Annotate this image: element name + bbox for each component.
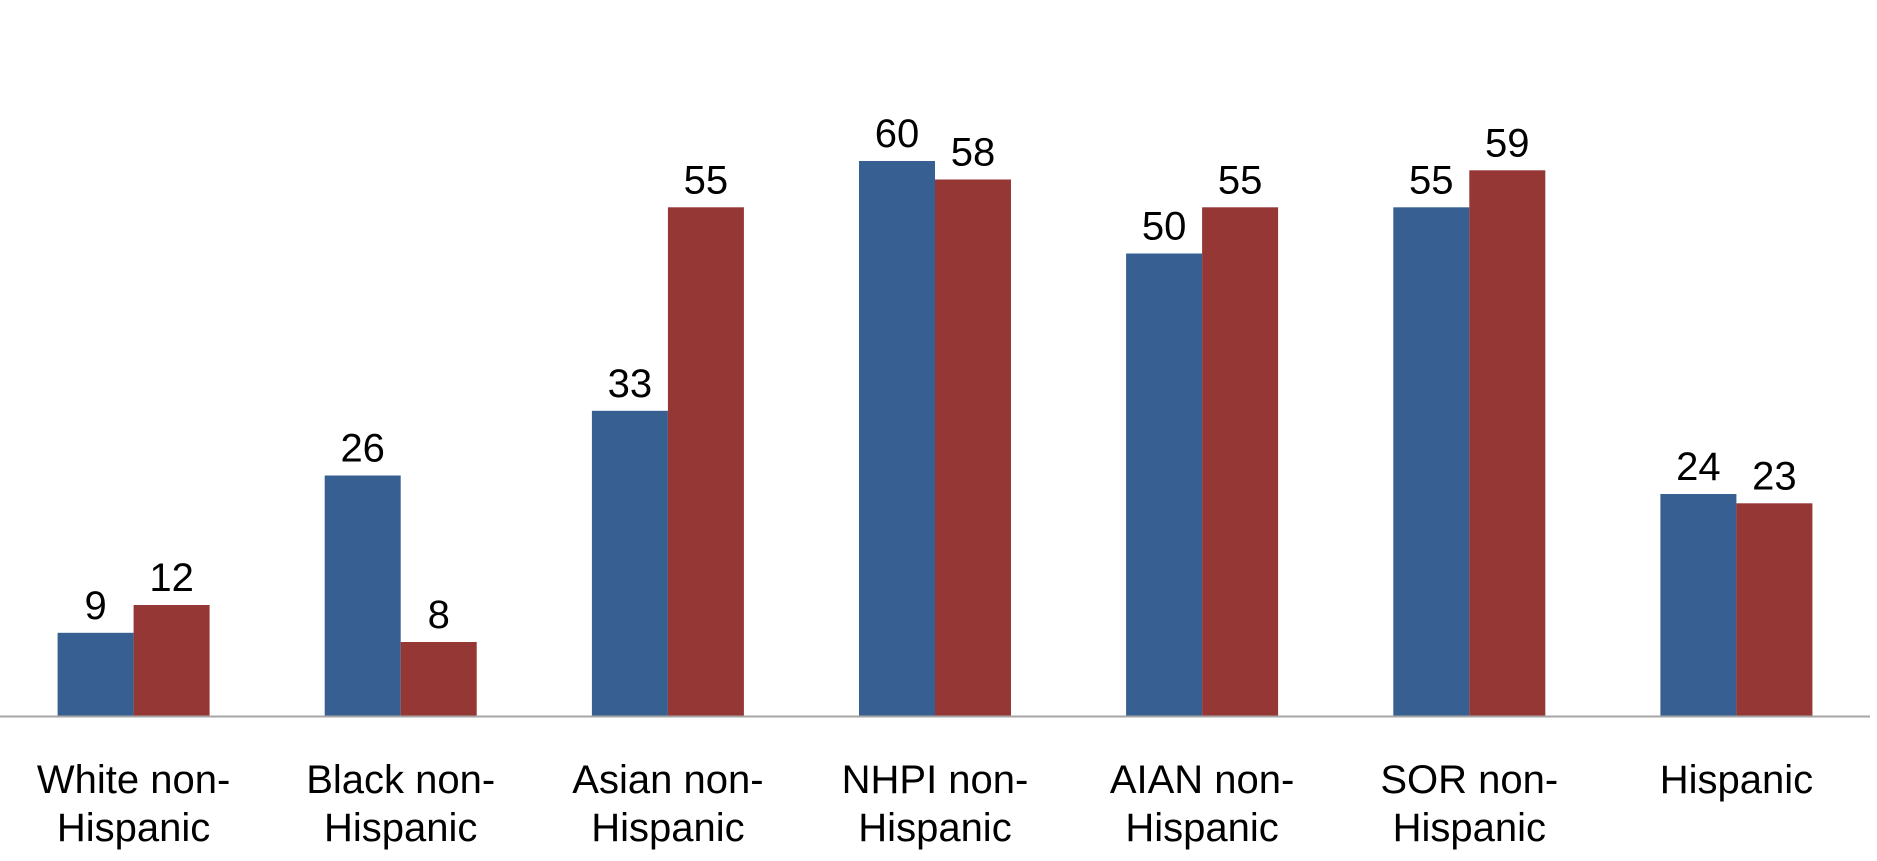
x-tick-label-line: Hispanic [324,806,477,850]
x-tick-label-line: Hispanic [1393,806,1546,850]
data-label-series-2-category-3: 55 [684,158,729,202]
x-tick-label-line: Asian non- [572,758,763,802]
bar-series-1-category-4 [859,161,935,716]
bar-series-2-category-2 [400,642,477,716]
bar-series-1-category-6 [1393,207,1470,717]
bar-series-1-category-5 [1126,253,1203,716]
data-label-series-2-category-4: 58 [951,131,996,175]
bar-series-2-category-4 [935,179,1011,716]
x-tick-label-6: SOR non-Hispanic [1380,758,1558,850]
bar-series-2-category-6 [1469,170,1546,717]
x-tick-label-line: NHPI non- [842,758,1029,802]
bars-layer [57,161,1813,717]
data-label-series-1-category-4: 60 [875,112,920,156]
x-tick-label-2: Black non-Hispanic [306,758,495,850]
bar-series-1-category-7 [1660,494,1737,716]
x-tick-label-line: Black non- [306,758,495,802]
x-tick-label-line: White non- [37,758,230,802]
bar-series-2-category-7 [1736,503,1813,717]
data-label-series-2-category-6: 59 [1485,121,1530,165]
bar-series-1-category-2 [324,475,401,716]
x-tick-label-3: Asian non-Hispanic [572,758,763,850]
data-label-series-1-category-1: 9 [84,584,106,628]
data-label-series-1-category-2: 26 [340,427,385,471]
x-tick-label-line: SOR non- [1380,758,1558,802]
data-label-series-1-category-3: 33 [608,362,653,406]
x-tick-label-line: AIAN non- [1110,758,1295,802]
x-tick-label-line: Hispanic [1660,758,1813,802]
bar-series-2-category-5 [1202,207,1279,717]
bar-series-2-category-1 [133,605,210,716]
data-label-series-2-category-7: 23 [1752,454,1797,498]
data-label-series-1-category-6: 55 [1409,158,1454,202]
x-tick-label-7: Hispanic [1660,758,1813,802]
x-tick-label-line: Hispanic [591,806,744,850]
x-tick-label-4: NHPI non-Hispanic [842,758,1029,850]
data-label-series-1-category-7: 24 [1676,445,1721,489]
data-label-series-2-category-1: 12 [149,556,194,600]
data-label-series-2-category-5: 55 [1218,158,1263,202]
bar-series-1-category-3 [591,410,668,717]
data-label-series-2-category-2: 8 [428,593,450,637]
x-tick-label-line: Hispanic [57,806,210,850]
x-tick-label-1: White non-Hispanic [37,758,230,850]
data-label-series-1-category-5: 50 [1142,205,1187,249]
bar-series-2-category-3 [667,207,744,717]
x-tick-label-5: AIAN non-Hispanic [1110,758,1295,850]
x-tick-label-line: Hispanic [1125,806,1278,850]
value-labels-layer: 9 12 26 8 33 55 60 58 50 55 55 59 24 23 [84,112,1796,637]
x-tick-label-line: Hispanic [858,806,1011,850]
bar-series-1-category-1 [57,632,134,717]
